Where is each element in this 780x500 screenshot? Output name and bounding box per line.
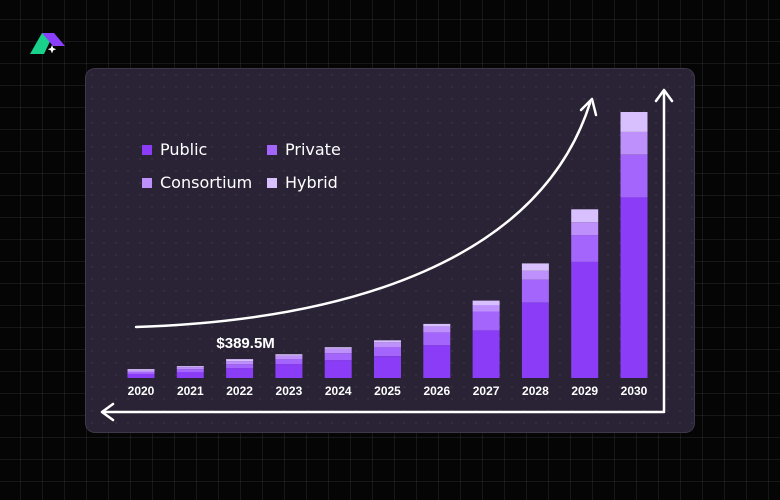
- trend-arrow: [134, 97, 598, 329]
- x-tick-label: 2026: [423, 384, 450, 398]
- x-tick-label: 2021: [177, 384, 204, 398]
- bar-private-2026: [423, 332, 451, 346]
- bar-private-2024: [324, 353, 352, 361]
- bar-private-2022: [226, 364, 254, 369]
- bar-hybrid-2020: [127, 369, 155, 371]
- trend-curve: [134, 101, 592, 329]
- bar-consortium-2029: [571, 222, 599, 236]
- bar-hybrid-2024: [324, 347, 352, 349]
- bar-public-2030: [620, 197, 648, 378]
- legend-swatch-public: [142, 145, 152, 155]
- x-tick-label: 2022: [226, 384, 253, 398]
- axis-lines: [102, 90, 666, 414]
- bar-hybrid-2029: [571, 209, 599, 223]
- x-tick-label: 2028: [522, 384, 549, 398]
- bar-private-2023: [275, 359, 303, 365]
- bar-public-2021: [176, 372, 204, 378]
- legend-label-public: Public: [160, 140, 207, 159]
- bar-private-2021: [176, 369, 204, 373]
- x-tick-label: 2029: [571, 384, 598, 398]
- bar-public-2022: [226, 368, 254, 378]
- legend-label-consortium: Consortium: [160, 173, 252, 192]
- bar-private-2020: [127, 372, 155, 374]
- bar-public-2029: [571, 261, 599, 378]
- value-annotation: $389.5M: [216, 335, 274, 352]
- bar-consortium-2020: [127, 370, 155, 373]
- x-tick-label: 2020: [128, 384, 155, 398]
- bar-public-2024: [324, 360, 352, 378]
- legend-swatch-consortium: [142, 178, 152, 188]
- x-tick-label: 2027: [473, 384, 500, 398]
- bar-consortium-2024: [324, 348, 352, 354]
- x-axis-arrowhead: [100, 402, 115, 422]
- x-tick-label: 2030: [621, 384, 648, 398]
- bar-private-2025: [374, 347, 401, 357]
- x-tick-label: 2024: [325, 384, 352, 398]
- annotations: $389.5M: [216, 335, 274, 352]
- x-tick-label: 2023: [276, 384, 303, 398]
- bar-public-2025: [374, 356, 401, 378]
- legend-swatch-private: [267, 145, 277, 155]
- bar-consortium-2021: [176, 367, 204, 370]
- bar-private-2027: [472, 311, 500, 331]
- bar-hybrid-2028: [521, 263, 549, 271]
- bar-consortium-2022: [226, 361, 254, 365]
- bar-public-2026: [423, 345, 451, 378]
- bar-consortium-2028: [521, 270, 549, 280]
- axes: [100, 88, 674, 422]
- bar-consortium-2025: [374, 342, 401, 348]
- bar-consortium-2030: [620, 131, 648, 155]
- bar-hybrid-2025: [374, 340, 401, 343]
- legend: Public Private Consortium Hybrid: [142, 140, 341, 192]
- bar-private-2029: [571, 235, 599, 262]
- bar-hybrid-2023: [275, 354, 303, 356]
- trend-arrowhead: [579, 97, 598, 117]
- x-tick-labels: 2020 2021 2022 2023 2024 2025 2026 2027 2028 2029…: [128, 384, 648, 398]
- bar-hybrid-2021: [176, 366, 204, 368]
- y-axis-arrowhead: [654, 88, 674, 103]
- bar-consortium-2026: [423, 326, 451, 333]
- bar-public-2027: [472, 330, 500, 378]
- bar-hybrid-2026: [423, 323, 451, 327]
- bar-consortium-2023: [275, 355, 303, 360]
- bar-public-2020: [127, 374, 155, 378]
- bar-private-2030: [620, 154, 648, 198]
- bar-private-2028: [521, 279, 549, 303]
- bar-public-2023: [275, 364, 303, 378]
- bar-consortium-2027: [472, 305, 500, 312]
- legend-swatch-hybrid: [267, 178, 277, 188]
- legend-label-hybrid: Hybrid: [285, 173, 338, 192]
- x-tick-label: 2025: [374, 384, 401, 398]
- legend-label-private: Private: [285, 140, 341, 159]
- bar-hybrid-2030: [620, 112, 648, 132]
- bar-hybrid-2027: [472, 300, 500, 306]
- bar-public-2028: [521, 302, 549, 378]
- brand-logo-icon: [30, 33, 65, 54]
- bar-hybrid-2022: [226, 359, 254, 362]
- bars-layer: [127, 112, 648, 378]
